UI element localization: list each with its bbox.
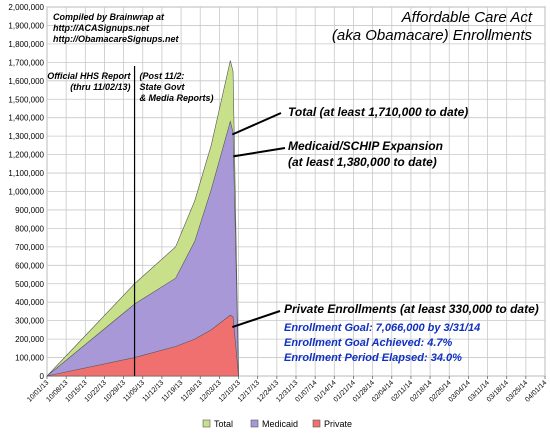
annotation-text: (at least 1,380,000 to date) xyxy=(288,155,437,169)
y-tick-label: 2,000,000 xyxy=(8,3,44,12)
credit-line: Compiled by Brainwrap at xyxy=(53,12,165,22)
chart-title: Affordable Care Act xyxy=(401,9,533,26)
annotation-text: Private Enrollments (at least 330,000 to… xyxy=(284,302,539,316)
annotation-text: Total (at least 1,710,000 to date) xyxy=(288,105,468,119)
y-tick-label: 1,000,000 xyxy=(8,188,44,197)
medicaid-arrow xyxy=(233,147,286,158)
y-tick-label: 1,600,000 xyxy=(8,77,44,86)
y-tick-label: 200,000 xyxy=(15,335,44,344)
y-tick-label: 400,000 xyxy=(15,298,44,307)
y-tick-label: 1,800,000 xyxy=(8,40,44,49)
y-tick-label: 1,200,000 xyxy=(8,151,44,160)
y-tick-label: 900,000 xyxy=(15,206,44,215)
post-report-label: (Post 11/2: xyxy=(140,71,185,81)
y-tick-label: 1,300,000 xyxy=(8,132,44,141)
legend-label-medicaid: Medicaid xyxy=(262,419,298,429)
legend-swatch-private xyxy=(312,419,321,428)
y-tick-label: 1,500,000 xyxy=(8,95,44,104)
y-tick-label: 700,000 xyxy=(15,243,44,252)
post-report-label: & Media Reports) xyxy=(140,93,214,103)
y-tick-label: 800,000 xyxy=(15,224,44,233)
private-arrow xyxy=(232,310,281,329)
hhs-report-label: Official HHS Report xyxy=(47,71,131,81)
legend-label-private: Private xyxy=(324,419,352,429)
y-tick-label: 600,000 xyxy=(15,261,44,270)
y-tick-label: 1,900,000 xyxy=(8,21,44,30)
y-tick-label: 1,100,000 xyxy=(8,169,44,178)
legend-label-total: Total xyxy=(214,419,233,429)
chart-title: (aka Obamacare) Enrollments xyxy=(332,27,533,44)
y-tick-label: 1,700,000 xyxy=(8,58,44,67)
area-private xyxy=(46,314,239,377)
hhs-report-label: (thru 11/02/13) xyxy=(70,82,130,92)
goal-line: Enrollment Period Elapsed: 34.0% xyxy=(284,352,462,364)
y-tick-label: 100,000 xyxy=(15,354,44,363)
y-tick-label: 1,400,000 xyxy=(8,114,44,123)
goal-line: Enrollment Goal: 7,066,000 by 3/31/14 xyxy=(284,322,480,334)
y-tick-label: 500,000 xyxy=(15,280,44,289)
legend-swatch-total xyxy=(202,419,211,428)
credit-line: http://ACASignups.net xyxy=(53,23,150,33)
annotation-text: Medicaid/SCHIP Expansion xyxy=(288,139,443,153)
y-tick-label: 0 xyxy=(40,372,45,381)
credit-line: http://ObamacareSignups.net xyxy=(53,34,180,44)
total-arrow xyxy=(231,112,282,136)
legend-swatch-medicaid xyxy=(250,419,259,428)
post-report-label: State Govt xyxy=(140,82,186,92)
area-medicaid xyxy=(46,120,239,377)
y-tick-label: 300,000 xyxy=(15,317,44,326)
goal-line: Enrollment Goal Achieved: 4.7% xyxy=(284,337,453,349)
